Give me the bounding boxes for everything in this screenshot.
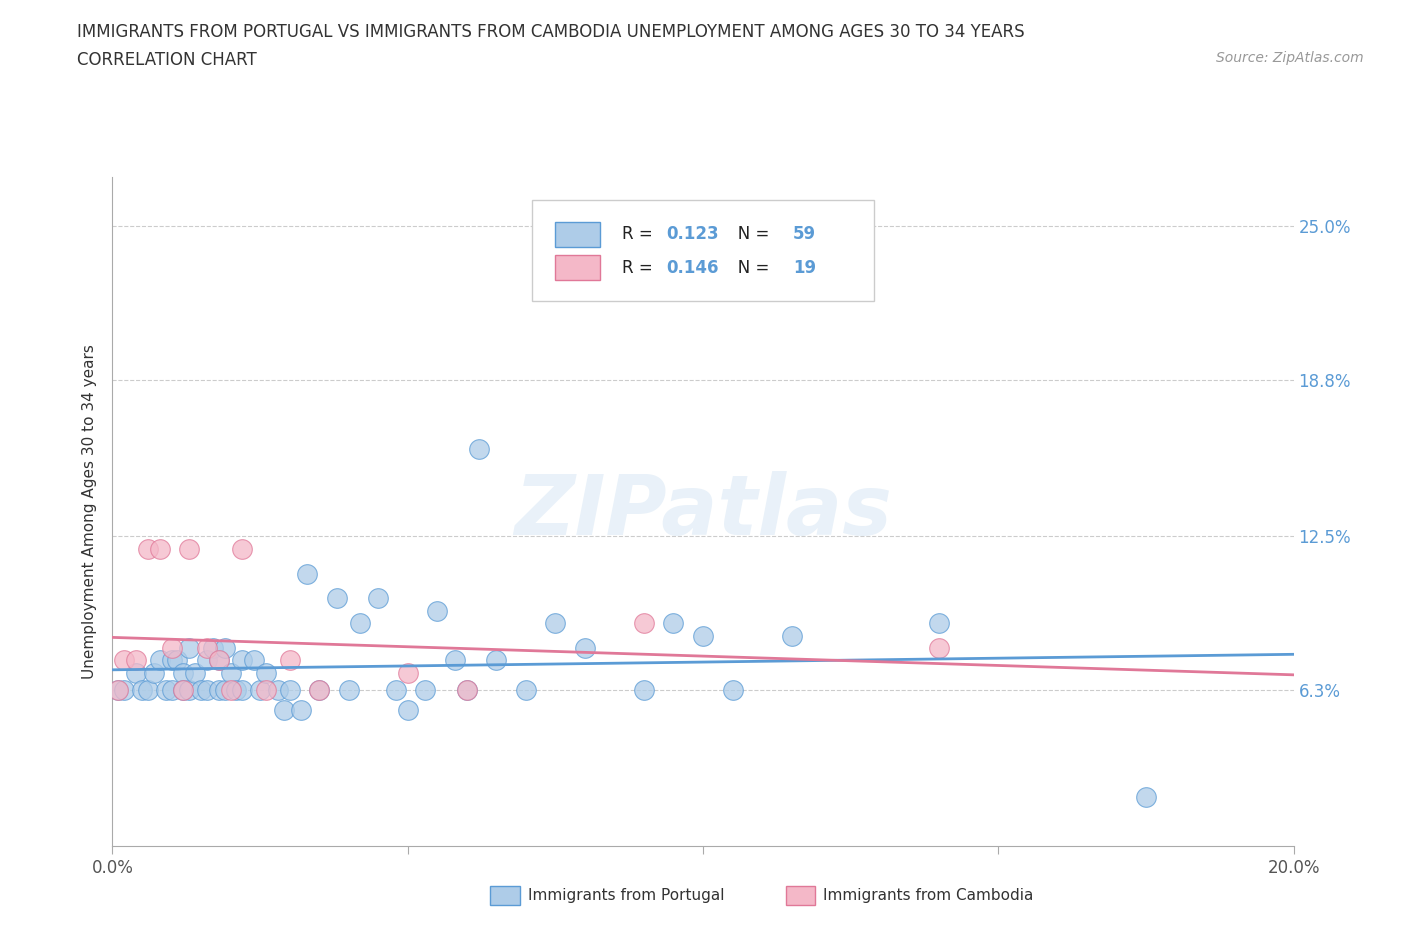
Point bbox=[278, 683, 301, 698]
Point bbox=[467, 442, 489, 457]
Text: ZIPatlas: ZIPatlas bbox=[515, 471, 891, 552]
Point bbox=[385, 683, 408, 698]
Point bbox=[208, 653, 231, 668]
Point bbox=[195, 653, 218, 668]
Text: IMMIGRANTS FROM PORTUGAL VS IMMIGRANTS FROM CAMBODIA UNEMPLOYMENT AMONG AGES 30 : IMMIGRANTS FROM PORTUGAL VS IMMIGRANTS F… bbox=[77, 23, 1025, 41]
Point bbox=[190, 683, 212, 698]
Point bbox=[155, 683, 177, 698]
Point bbox=[214, 641, 236, 656]
Point bbox=[297, 566, 319, 581]
Point bbox=[149, 541, 172, 556]
Bar bbox=[555, 255, 600, 281]
Text: Immigrants from Cambodia: Immigrants from Cambodia bbox=[824, 887, 1033, 903]
Point bbox=[444, 653, 467, 668]
Point bbox=[426, 604, 449, 618]
Point bbox=[184, 665, 207, 680]
Point bbox=[112, 653, 135, 668]
Point bbox=[172, 665, 194, 680]
Point bbox=[172, 683, 194, 698]
Text: 0.123: 0.123 bbox=[666, 225, 718, 244]
Point bbox=[160, 653, 183, 668]
Point bbox=[231, 683, 253, 698]
Point bbox=[107, 683, 129, 698]
Point bbox=[249, 683, 271, 698]
Point bbox=[396, 665, 419, 680]
Text: N =: N = bbox=[721, 259, 775, 277]
Text: 19: 19 bbox=[793, 259, 815, 277]
Text: Source: ZipAtlas.com: Source: ZipAtlas.com bbox=[1216, 51, 1364, 65]
Text: N =: N = bbox=[721, 225, 775, 244]
Point bbox=[107, 683, 129, 698]
Point bbox=[367, 591, 389, 605]
Bar bbox=[555, 221, 600, 247]
Point bbox=[267, 683, 290, 698]
Point bbox=[308, 683, 330, 698]
Point bbox=[195, 683, 218, 698]
Text: R =: R = bbox=[621, 259, 658, 277]
Point bbox=[201, 641, 224, 656]
Point bbox=[231, 653, 253, 668]
Point bbox=[125, 653, 148, 668]
Point bbox=[112, 683, 135, 698]
Point bbox=[278, 653, 301, 668]
Point bbox=[692, 628, 714, 643]
Point bbox=[415, 683, 437, 698]
Point bbox=[1135, 790, 1157, 804]
Point bbox=[179, 541, 201, 556]
Point bbox=[208, 653, 231, 668]
Text: 0.146: 0.146 bbox=[666, 259, 718, 277]
Point bbox=[195, 641, 218, 656]
Point bbox=[273, 702, 295, 717]
Text: Immigrants from Portugal: Immigrants from Portugal bbox=[529, 887, 724, 903]
Point bbox=[179, 683, 201, 698]
Point bbox=[214, 683, 236, 698]
Point bbox=[179, 641, 201, 656]
Point bbox=[928, 641, 950, 656]
Bar bbox=[786, 885, 815, 905]
Point bbox=[166, 653, 188, 668]
Point bbox=[308, 683, 330, 698]
Point bbox=[160, 641, 183, 656]
Y-axis label: Unemployment Among Ages 30 to 34 years: Unemployment Among Ages 30 to 34 years bbox=[82, 344, 97, 679]
Point bbox=[456, 683, 478, 698]
Point bbox=[633, 616, 655, 631]
Point bbox=[254, 665, 277, 680]
Bar bbox=[491, 885, 520, 905]
Point bbox=[219, 683, 242, 698]
Point bbox=[633, 683, 655, 698]
Point bbox=[780, 628, 803, 643]
Point bbox=[544, 616, 567, 631]
Point bbox=[721, 683, 744, 698]
Text: 59: 59 bbox=[793, 225, 815, 244]
Point bbox=[456, 683, 478, 698]
Point bbox=[515, 683, 537, 698]
Point bbox=[149, 653, 172, 668]
Point bbox=[243, 653, 266, 668]
Point bbox=[172, 683, 194, 698]
Point bbox=[574, 641, 596, 656]
Point bbox=[396, 702, 419, 717]
Point bbox=[219, 665, 242, 680]
Point bbox=[225, 683, 247, 698]
Point bbox=[928, 616, 950, 631]
Point bbox=[290, 702, 312, 717]
Point bbox=[208, 683, 231, 698]
Text: R =: R = bbox=[621, 225, 658, 244]
Point bbox=[136, 541, 159, 556]
Point bbox=[125, 665, 148, 680]
Point bbox=[662, 616, 685, 631]
Point bbox=[349, 616, 371, 631]
Point bbox=[326, 591, 349, 605]
Point bbox=[142, 665, 165, 680]
FancyBboxPatch shape bbox=[531, 200, 875, 300]
Point bbox=[160, 683, 183, 698]
Point bbox=[136, 683, 159, 698]
Point bbox=[254, 683, 277, 698]
Point bbox=[231, 541, 253, 556]
Point bbox=[485, 653, 508, 668]
Point bbox=[337, 683, 360, 698]
Text: CORRELATION CHART: CORRELATION CHART bbox=[77, 51, 257, 69]
Point bbox=[131, 683, 153, 698]
